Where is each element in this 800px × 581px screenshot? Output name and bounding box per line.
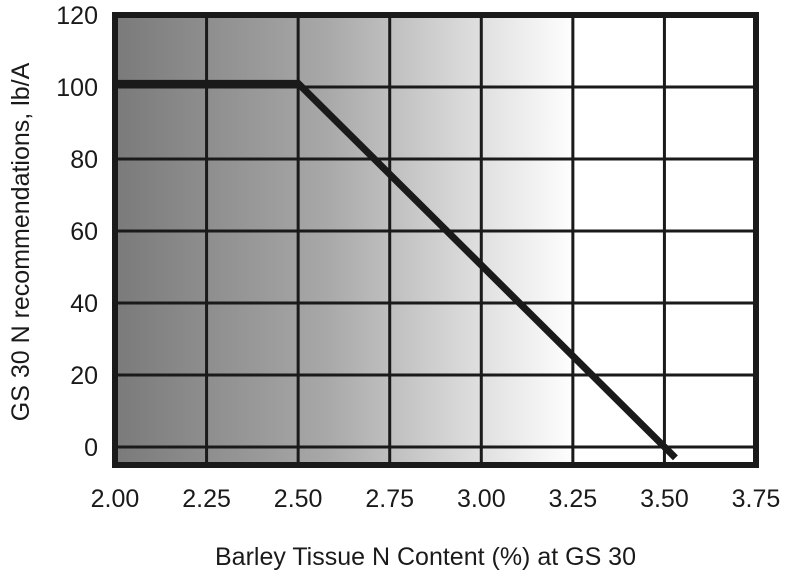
- x-tick-label: 3.25: [549, 485, 598, 513]
- x-tick-label: 2.00: [91, 485, 140, 513]
- y-tick-label: 120: [56, 2, 98, 30]
- x-tick-label: 3.50: [640, 485, 689, 513]
- x-axis-label: Barley Tissue N Content (%) at GS 30: [215, 543, 636, 571]
- y-tick-label: 60: [70, 218, 98, 246]
- y-tick-label: 80: [70, 146, 98, 174]
- plot-background: [115, 15, 756, 465]
- y-tick-label: 40: [70, 290, 98, 318]
- x-tick-label: 3.00: [457, 485, 506, 513]
- x-tick-label: 2.50: [274, 485, 323, 513]
- x-tick-label: 3.75: [732, 485, 781, 513]
- plot-frame: [112, 12, 759, 468]
- y-axis-label: GS 30 N recommendations, lb/A: [7, 62, 35, 421]
- series-line: [115, 79, 678, 461]
- y-tick-label: 20: [70, 362, 98, 390]
- x-tick-labels: 2.00 2.25 2.50 2.75 3.00 3.25 3.50 3.75: [91, 485, 781, 513]
- y-tick-label: 100: [56, 74, 98, 102]
- data-series: [115, 79, 678, 461]
- x-tick-label: 2.75: [365, 485, 414, 513]
- y-tick-label: 0: [84, 434, 98, 462]
- y-tick-labels: 0 20 40 60 80 100 120: [56, 2, 98, 462]
- x-tick-label: 2.25: [182, 485, 231, 513]
